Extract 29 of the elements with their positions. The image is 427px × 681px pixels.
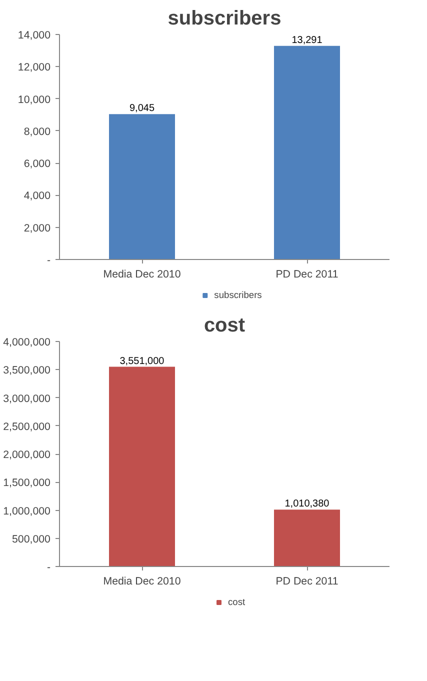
y-tick-label: 3,000,000 — [3, 392, 51, 405]
y-tick-label: 2,000 — [24, 222, 51, 234]
y-tick-label: 2,500,000 — [3, 420, 51, 433]
data-label: 1,010,380 — [284, 498, 330, 510]
y-tick-label: 1,500,000 — [3, 477, 51, 490]
y-tick-label: 3,500,000 — [3, 364, 51, 377]
data-label: 13,291 — [292, 34, 323, 46]
y-tick-label: 4,000,000 — [3, 336, 51, 348]
chart-title: subscribers — [168, 8, 282, 30]
x-tick-label: PD Dec 2011 — [276, 576, 338, 588]
y-tick-label: 1,000,000 — [3, 505, 51, 518]
x-tick-label: Media Dec 2010 — [103, 268, 181, 280]
y-tick-label: 2,000,000 — [3, 449, 51, 461]
y-tick-label: 8,000 — [24, 126, 51, 138]
y-tick-label: 500,000 — [12, 533, 51, 546]
x-tick-label: PD Dec 2011 — [276, 268, 338, 280]
legend-label: cost — [228, 597, 246, 607]
y-tick-label: 6,000 — [24, 158, 51, 170]
data-label: 3,551,000 — [120, 356, 165, 367]
data-label: 9,045 — [129, 103, 155, 114]
y-tick-label: 14,000 — [18, 30, 51, 42]
y-tick-label: 12,000 — [18, 62, 51, 74]
chart-title: cost — [204, 314, 246, 336]
y-tick-label: - — [46, 562, 51, 574]
legend-label: subscribers — [214, 290, 262, 300]
y-tick-label: 10,000 — [18, 94, 51, 106]
y-tick-label: 4,000 — [24, 190, 51, 202]
y-tick-label: - — [46, 254, 51, 266]
x-tick-label: Media Dec 2010 — [103, 576, 181, 588]
